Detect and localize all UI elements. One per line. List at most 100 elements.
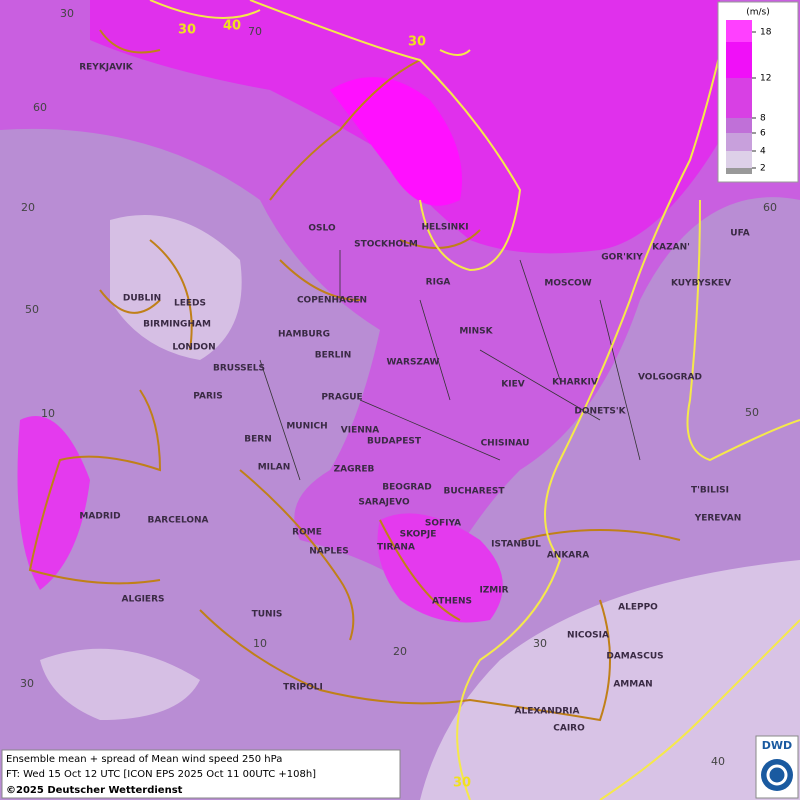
city-label: UFA [730, 229, 749, 239]
city-label: NICOSIA [567, 631, 609, 641]
city-label: KHARKIV [552, 378, 598, 388]
city-label: ANKARA [547, 551, 589, 561]
city-label: BERN [244, 435, 271, 445]
grid-label: 50 [25, 303, 39, 316]
city-label: CHISINAU [481, 439, 530, 449]
city-label: RIGA [426, 278, 451, 288]
city-label: ZAGREB [334, 465, 375, 475]
city-label: YEREVAN [694, 514, 742, 524]
legend-swatch [726, 20, 752, 42]
city-label: SOFIYA [425, 519, 461, 529]
legend-tick-label: 18 [760, 28, 772, 38]
grid-label: 20 [21, 201, 35, 214]
city-label: KAZAN' [652, 243, 690, 253]
legend: (m/s) 18 12 8 6 4 2 [717, 1, 799, 183]
logo-icon [766, 764, 788, 786]
grid-label: 30 [533, 637, 547, 650]
city-label: T'BILISI [691, 486, 729, 496]
grid-label: 30 [20, 677, 34, 690]
city-label: STOCKHOLM [354, 240, 418, 250]
legend-title: (m/s) [746, 8, 770, 18]
city-label: TRIPOLI [283, 683, 323, 693]
legend-tick-label: 2 [760, 164, 766, 174]
border [259, 250, 641, 481]
city-label: BERLIN [315, 351, 352, 361]
city-label: DAMASCUS [606, 652, 663, 662]
legend-swatch [726, 133, 752, 151]
city-label: VOLGOGRAD [638, 373, 702, 383]
contour-label: 30 [408, 35, 426, 50]
grid-label: 20 [393, 645, 407, 658]
city-label: CAIRO [553, 724, 585, 734]
city-label: ALEXANDRIA [515, 707, 580, 717]
city-label: KIEV [501, 380, 524, 390]
city-label: PRAGUE [321, 393, 362, 403]
calm-area [110, 215, 242, 360]
city-label: MADRID [79, 512, 120, 522]
city-label: TUNIS [252, 610, 283, 620]
legend-swatch [726, 78, 752, 118]
city-label: COPENHAGEN [297, 296, 367, 306]
legend-tick-label: 8 [760, 114, 766, 124]
city-label: BARCELONA [147, 516, 208, 526]
city-label: NAPLES [309, 547, 348, 557]
city-label: BIRMINGHAM [143, 320, 211, 330]
city-label: HAMBURG [278, 330, 330, 340]
city-label: BUCHAREST [444, 487, 506, 497]
city-label: WARSZAW [387, 358, 440, 368]
grid-label: 40 [711, 755, 725, 768]
city-label: BUDAPEST [367, 437, 422, 447]
city-label: DONETS'K [574, 407, 626, 417]
contour-label: 30 [453, 776, 471, 791]
city-label: AMMAN [613, 680, 652, 690]
logo-icon [761, 759, 793, 791]
copyright: ©2025 Deutscher Wetterdienst [6, 785, 183, 796]
city-label: ISTANBUL [491, 540, 541, 550]
city-label: ATHENS [432, 597, 472, 607]
city-label: VIENNA [341, 426, 380, 436]
coastline [28, 29, 681, 722]
city-label: HELSINKI [421, 223, 468, 233]
logo: DWD [762, 739, 792, 752]
legend-swatch [726, 118, 752, 133]
city-label: PARIS [193, 392, 223, 402]
city-label: SARAJEVO [358, 498, 410, 508]
contour-label: 40 [223, 19, 241, 34]
city-label: LONDON [172, 343, 215, 353]
calm-area [420, 560, 800, 800]
city-label: BEOGRAD [382, 483, 431, 493]
footer-line: FT: Wed 15 Oct 12 UTC [ICON EPS 2025 Oct… [6, 769, 316, 780]
city-label: MILAN [258, 463, 291, 473]
city-label: MINSK [459, 327, 493, 337]
legend-tick-label: 12 [760, 74, 771, 84]
contour-label: 30 [178, 23, 196, 38]
city-label: KUYBYSKEV [671, 279, 731, 289]
city-label: DUBLIN [123, 294, 161, 304]
grid-label: 10 [41, 407, 55, 420]
city-label: LEEDS [174, 299, 206, 309]
legend-tick-label: 4 [760, 147, 766, 157]
grid-label: 10 [253, 637, 267, 650]
footer-line: Ensemble mean + spread of Mean wind spee… [6, 754, 282, 765]
wind-area [377, 513, 503, 623]
legend-swatch [726, 151, 752, 168]
city-label: IZMIR [479, 586, 508, 596]
grid-label: 60 [33, 101, 47, 114]
city-label: ALGIERS [122, 595, 165, 605]
city-label: MOSCOW [544, 279, 591, 289]
contour-line [149, 0, 800, 801]
grid-label: 70 [248, 25, 262, 38]
legend-swatch [726, 42, 752, 78]
city-label: REYKJAVIK [79, 63, 134, 73]
city-label: OSLO [308, 224, 336, 234]
city-label: TIRANA [377, 543, 415, 553]
city-label: MUNICH [286, 422, 327, 432]
legend-tick-label: 6 [760, 129, 766, 139]
city-label: SKOPJE [400, 530, 437, 540]
grid-label: 60 [763, 201, 777, 214]
city-label: BRUSSELS [213, 364, 265, 374]
legend-swatch [726, 168, 752, 174]
city-label: ALEPPO [618, 603, 658, 613]
wind-area [330, 77, 462, 206]
